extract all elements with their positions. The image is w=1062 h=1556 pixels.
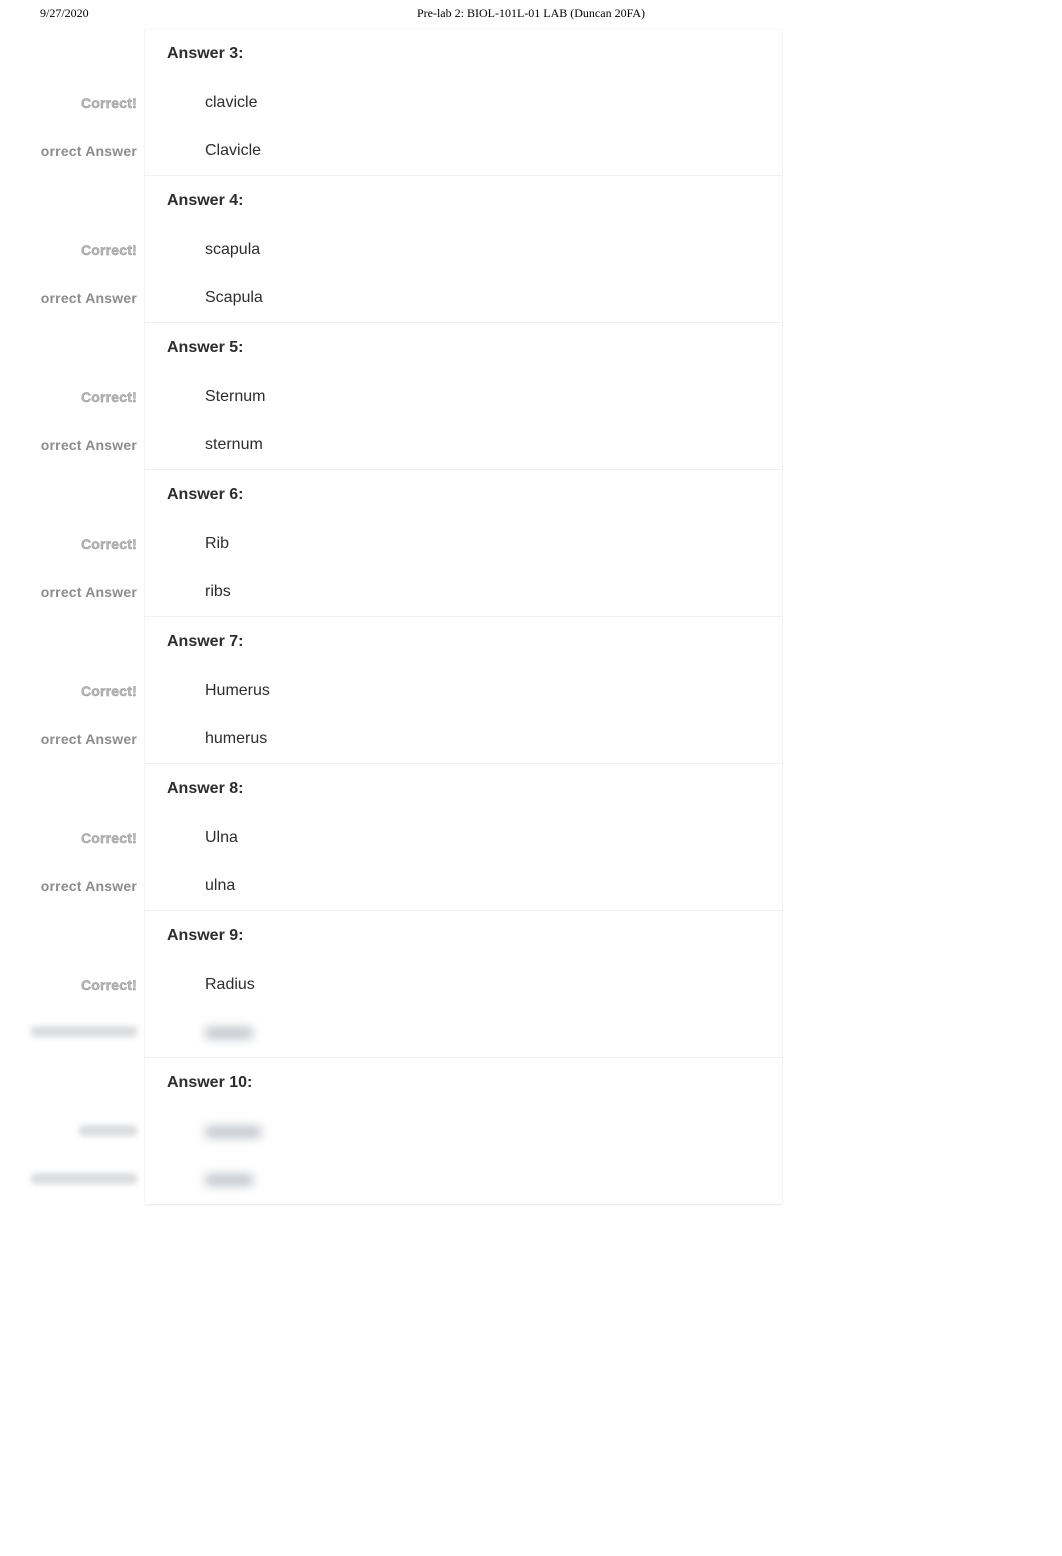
answer-block: Answer 4:Correct!scapulaorrect AnswerSca… (145, 175, 782, 322)
user-answer-value: Ulna (205, 817, 238, 859)
correct-answer-row: orrect Answerulna (145, 862, 782, 910)
answer-block: Answer 9:Correct!Radius (145, 910, 782, 1057)
orrect-answer-label-blurred (0, 1171, 145, 1189)
orrect-answer-label: orrect Answer (0, 290, 145, 306)
answer-heading: Answer 5: (145, 323, 782, 373)
correct-label: Correct! (0, 536, 145, 552)
answer-block: Answer 8:Correct!Ulnaorrect Answerulna (145, 763, 782, 910)
user-answer-row: Correct!scapula (145, 226, 782, 274)
correct-answer-value: humerus (205, 718, 267, 760)
orrect-answer-label: orrect Answer (0, 437, 145, 453)
user-answer-row: Correct!Sternum (145, 373, 782, 421)
answer-block: Answer 6:Correct!Riborrect Answerribs (145, 469, 782, 616)
answer-block: Answer 3:Correct!clavicleorrect AnswerCl… (145, 29, 782, 175)
user-answer-row: Correct!Ulna (145, 814, 782, 862)
user-answer-value: Radius (205, 964, 255, 1006)
answer-block: Answer 5:Correct!Sternumorrect Answerste… (145, 322, 782, 469)
orrect-answer-label-blurred (0, 1024, 145, 1042)
user-answer-value: Sternum (205, 376, 265, 418)
answer-heading: Answer 8: (145, 764, 782, 814)
user-answer-value: Humerus (205, 670, 270, 712)
correct-answer-row: orrect Answerhumerus (145, 715, 782, 763)
header-date: 9/27/2020 (40, 6, 89, 21)
answer-heading: Answer 4: (145, 176, 782, 226)
correct-answer-blurred (205, 1027, 253, 1039)
user-answer-blurred (205, 1126, 261, 1138)
correct-label: Correct! (0, 683, 145, 699)
correct-answer-value: sternum (205, 424, 263, 466)
correct-label: Correct! (0, 389, 145, 405)
orrect-answer-label: orrect Answer (0, 878, 145, 894)
user-answer-row (145, 1108, 782, 1156)
header-title: Pre-lab 2: BIOL-101L-01 LAB (Duncan 20FA… (417, 6, 645, 21)
answer-heading: Answer 9: (145, 911, 782, 961)
correct-label-blurred (0, 1123, 145, 1141)
correct-answer-blurred (205, 1174, 253, 1186)
correct-answer-row (145, 1156, 782, 1204)
user-answer-value: clavicle (205, 82, 257, 124)
correct-label: Correct! (0, 242, 145, 258)
orrect-answer-label: orrect Answer (0, 143, 145, 159)
correct-label: Correct! (0, 95, 145, 111)
correct-answer-row: orrect AnswerScapula (145, 274, 782, 322)
user-answer-row: Correct!Rib (145, 520, 782, 568)
answer-block: Answer 10: (145, 1057, 782, 1204)
correct-answer-row: orrect AnswerClavicle (145, 127, 782, 175)
correct-label: Correct! (0, 977, 145, 993)
answer-heading: Answer 7: (145, 617, 782, 667)
answer-block: Answer 7:Correct!Humerusorrect Answerhum… (145, 616, 782, 763)
answer-heading: Answer 6: (145, 470, 782, 520)
user-answer-value: scapula (205, 229, 260, 271)
user-answer-row: Correct!clavicle (145, 79, 782, 127)
correct-answer-row: orrect Answerribs (145, 568, 782, 616)
answer-heading: Answer 10: (145, 1058, 782, 1108)
page-header: 9/27/2020 Pre-lab 2: BIOL-101L-01 LAB (D… (0, 0, 1062, 25)
answer-heading: Answer 3: (145, 29, 782, 79)
correct-label: Correct! (0, 830, 145, 846)
correct-answer-value: ulna (205, 865, 235, 907)
correct-answer-value: ribs (205, 571, 231, 613)
user-answer-row: Correct!Humerus (145, 667, 782, 715)
correct-answer-row (145, 1009, 782, 1057)
correct-answer-value: Clavicle (205, 130, 261, 172)
correct-answer-value: Scapula (205, 277, 263, 319)
answers-card: Answer 3:Correct!clavicleorrect AnswerCl… (145, 29, 782, 1204)
user-answer-row: Correct!Radius (145, 961, 782, 1009)
orrect-answer-label: orrect Answer (0, 584, 145, 600)
user-answer-value: Rib (205, 523, 229, 565)
content-area: Answer 3:Correct!clavicleorrect AnswerCl… (0, 25, 1062, 1204)
correct-answer-row: orrect Answersternum (145, 421, 782, 469)
orrect-answer-label: orrect Answer (0, 731, 145, 747)
